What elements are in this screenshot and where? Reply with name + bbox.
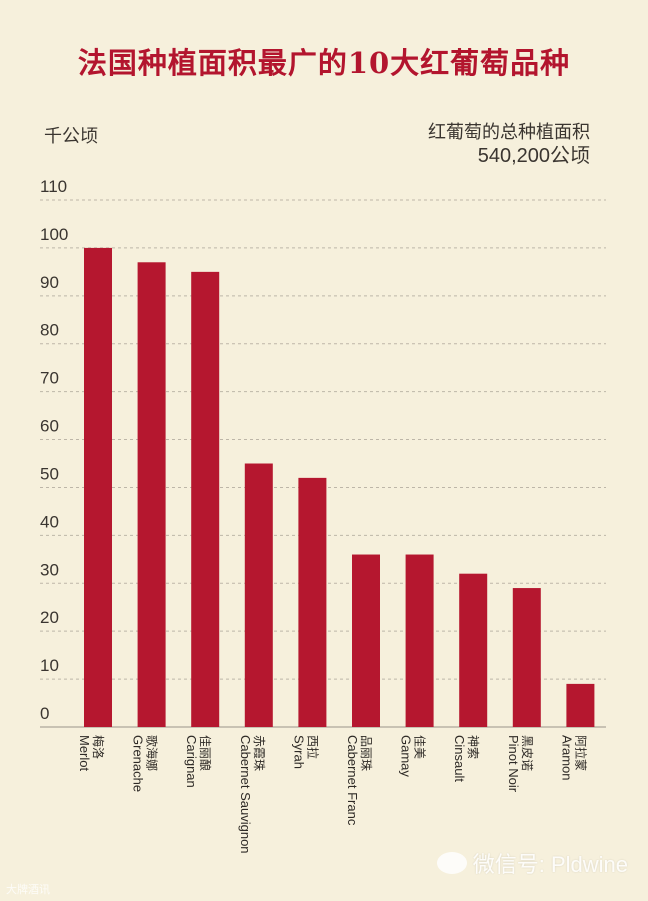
bar-carignan [191,271,220,727]
y-tick-label: 60 [40,417,59,436]
total-area-caption: 红葡萄的总种植面积 [428,122,590,142]
x-tick-label-zh: 佳丽酿 [198,735,213,771]
x-tick-label-zh: 神索 [466,735,480,759]
x-tick-label-en: Gamay [399,735,414,777]
bar-gamay [405,554,434,727]
y-tick-label: 40 [40,512,59,531]
y-tick-label: 70 [40,369,59,388]
x-tick-label-en: Cinsault [452,735,467,782]
x-tick-label-en: Cabernet Franc [345,735,360,826]
y-tick-label: 30 [40,560,59,579]
x-tick-label-zh: 歌海娜 [145,735,160,771]
x-tick-label-en: Syrah [291,735,306,769]
y-axis-unit-label: 千公顷 [44,126,98,146]
y-tick-label: 110 [40,177,67,196]
total-area-value: 540,200公顷 [477,145,590,167]
y-tick-label: 90 [40,273,59,292]
x-tick-label-en: Grenache [131,735,146,792]
x-tick-label-en: Merlot [77,735,92,772]
x-tick-label-zh: 西拉 [305,735,320,759]
y-tick-label: 10 [40,656,59,675]
bar-cabernet-franc [352,554,380,727]
x-tick-label-zh: 梅洛 [91,735,106,759]
bar-cinsault [459,573,488,727]
wechat-icon [436,852,467,874]
x-tick-label-zh: 黑皮诺 [520,735,534,771]
wechat-watermark: 微信号: Pldwine [436,847,628,879]
chart-title: 法国种植面积最广的10大红葡萄品种 [77,46,571,80]
x-tick-label-zh: 阿拉蒙 [573,735,588,771]
x-tick-label-en: Cabernet Sauvignon [238,735,253,854]
wechat-watermark-text: 微信号: Pldwine [472,852,628,877]
y-tick-label: 80 [40,321,59,340]
bar-merlot [84,247,112,727]
y-tick-label: 100 [40,225,68,244]
bar-syrah [298,477,327,727]
x-tick-label-en: Aramon [559,735,574,781]
y-tick-label: 0 [40,704,49,723]
x-tick-label-en: Pinot Noir [506,735,521,793]
x-tick-label-zh: 赤霞珠 [252,735,266,771]
y-tick-label: 50 [40,464,59,483]
bar-pinot-noir [512,588,541,727]
x-tick-label-zh: 佳美 [413,735,427,759]
bar-aramon [566,683,595,727]
bar-cabernet-sauvignon [244,463,273,727]
x-tick-label-en: Carignan [184,735,199,788]
bar-grenache [137,262,166,727]
corner-watermark: 大牌酒讯 [6,884,50,896]
y-tick-label: 20 [40,608,59,627]
total-area-annotation: 红葡萄的总种植面积 540,200公顷 [428,120,590,168]
x-tick-label-zh: 品丽珠 [359,735,373,771]
